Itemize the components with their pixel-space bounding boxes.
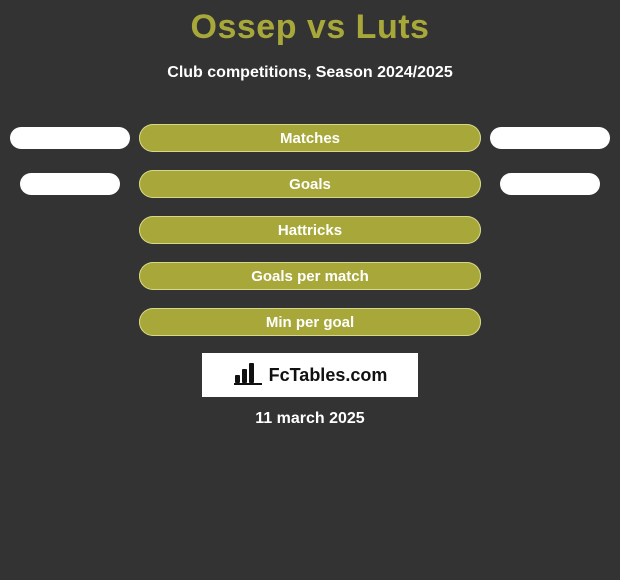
stat-pill-left <box>10 127 130 149</box>
stat-label: Goals per match <box>251 268 369 285</box>
stat-row: Matches <box>0 124 620 152</box>
stat-label: Matches <box>280 130 340 147</box>
stat-pill-center: Matches <box>139 124 481 152</box>
stat-pill-center: Hattricks <box>139 216 481 244</box>
subtitle: Club competitions, Season 2024/2025 <box>0 64 620 82</box>
footer-date: 11 march 2025 <box>0 410 620 428</box>
stat-row: Goals per match <box>0 262 620 290</box>
stat-pill-center: Goals per match <box>139 262 481 290</box>
logo-bars-icon <box>233 361 263 390</box>
stat-pill-center: Min per goal <box>139 308 481 336</box>
stat-label: Goals <box>289 176 331 193</box>
stat-pill-center: Goals <box>139 170 481 198</box>
stat-label: Hattricks <box>278 222 342 239</box>
stat-pill-right <box>490 127 610 149</box>
stat-row: Min per goal <box>0 308 620 336</box>
stat-pill-left <box>20 173 120 195</box>
stat-pill-right <box>500 173 600 195</box>
stat-row: Hattricks <box>0 216 620 244</box>
comparison-infographic: Ossep vs Luts Club competitions, Season … <box>0 0 620 580</box>
stat-row: Goals <box>0 170 620 198</box>
fctables-logo: FcTables.com <box>202 353 418 397</box>
logo-text: FcTables.com <box>269 365 388 386</box>
page-title: Ossep vs Luts <box>0 8 620 47</box>
stat-label: Min per goal <box>266 314 354 331</box>
